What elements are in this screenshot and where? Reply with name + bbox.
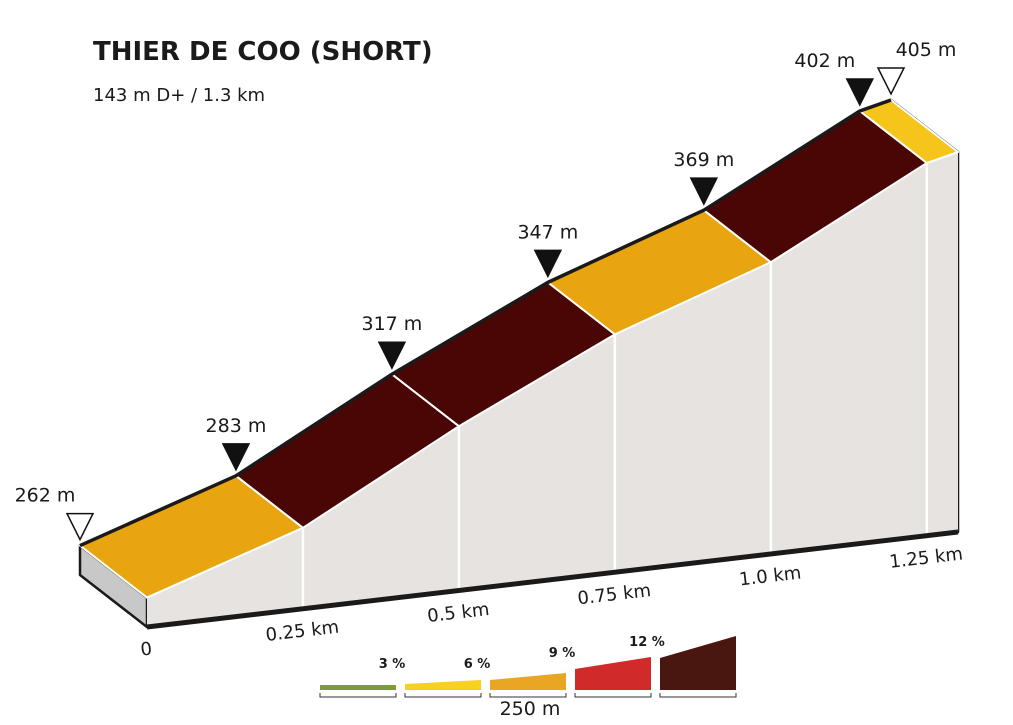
legend-label: 3 % xyxy=(379,657,406,672)
legend-bracket xyxy=(489,693,567,698)
legend-swatch xyxy=(405,680,481,690)
elevation-label: 405 m xyxy=(896,39,957,61)
x-tick-label: 0.25 km xyxy=(264,617,340,646)
profile-line xyxy=(79,98,892,548)
legend-swatch xyxy=(660,636,736,690)
x-tick-label: 1.25 km xyxy=(888,544,964,573)
front-face xyxy=(147,152,958,627)
chart-subtitle: 143 m D+ / 1.3 km xyxy=(93,85,265,106)
elevation-label: 402 m xyxy=(794,50,855,72)
legend-swatch xyxy=(575,657,651,690)
elevation-label: 317 m xyxy=(362,313,423,335)
elevation-marker xyxy=(65,512,95,542)
elevation-marker xyxy=(533,249,563,279)
x-tick-label: 1.0 km xyxy=(738,562,802,590)
elevation-marker xyxy=(689,177,719,206)
x-tick-label: 0 xyxy=(139,638,153,660)
legend-label: 12 % xyxy=(629,635,665,650)
elevation-marker xyxy=(845,78,875,107)
legend-bracket xyxy=(574,693,652,698)
legend-bracket xyxy=(404,693,482,698)
legend-scale: 250 m xyxy=(500,698,561,720)
legend-swatch xyxy=(320,685,396,690)
legend-label: 6 % xyxy=(464,657,491,672)
legend-swatch xyxy=(490,673,566,690)
elevation-label: 347 m xyxy=(517,221,578,243)
elevation-marker xyxy=(876,67,906,96)
ground-line xyxy=(146,529,959,630)
legend-bracket xyxy=(319,693,397,698)
elevation-marker xyxy=(377,341,407,370)
legend-label: 9 % xyxy=(549,646,576,661)
elevation-label: 283 m xyxy=(206,415,267,437)
x-tick-label: 0.75 km xyxy=(576,580,652,609)
chart-title: THIER DE COO (SHORT) xyxy=(93,37,433,67)
elevation-label: 262 m xyxy=(15,485,76,507)
x-tick-label: 0.5 km xyxy=(426,599,490,627)
legend-bracket xyxy=(659,693,737,698)
elevation-label: 369 m xyxy=(673,149,734,171)
elevation-marker xyxy=(221,443,251,472)
